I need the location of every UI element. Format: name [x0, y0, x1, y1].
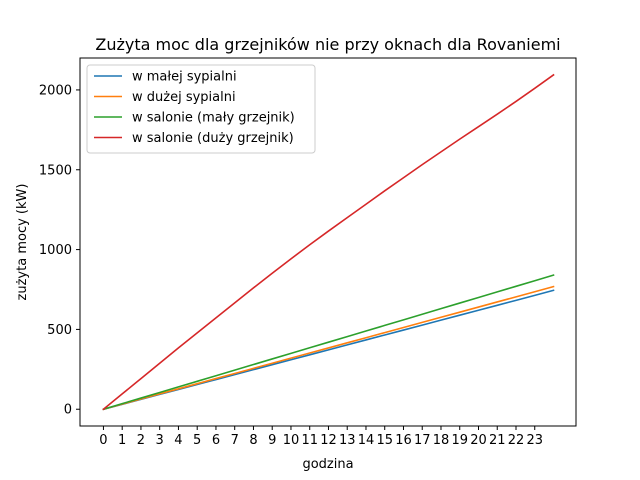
x-tick-label: 23	[526, 433, 543, 448]
series-line-3	[102, 274, 555, 411]
y-tick-label: 1500	[39, 163, 72, 178]
x-tick-label: 16	[395, 433, 412, 448]
y-tick-label: 500	[47, 323, 72, 338]
x-tick-label: 12	[320, 433, 337, 448]
x-tick-label: 18	[433, 433, 450, 448]
series-line-2	[102, 285, 555, 411]
x-tick-label: 2	[137, 433, 145, 448]
x-tick-label: 15	[376, 433, 393, 448]
y-tick-label: 1000	[39, 243, 72, 258]
legend-label: w małej sypialni	[132, 70, 237, 85]
legend-box	[86, 64, 316, 154]
x-tick-label: 9	[268, 433, 276, 448]
x-axis-label: godzina	[302, 457, 353, 472]
x-tick-label: 10	[283, 433, 300, 448]
x-tick-label: 6	[212, 433, 220, 448]
y-tick-label: 2000	[39, 83, 72, 98]
x-tick-label: 14	[358, 433, 375, 448]
x-tick-label: 4	[174, 433, 182, 448]
x-tick-label: 7	[231, 433, 239, 448]
chart-title: Zużyta moc dla grzejników nie przy oknac…	[95, 35, 560, 54]
series-layer	[102, 73, 555, 411]
x-tick-label: 22	[508, 433, 525, 448]
legend-label: w dużej sypialni	[132, 90, 236, 105]
x-tick-label: 21	[489, 433, 506, 448]
y-axis-label: zużyta mocy (kW)	[15, 184, 30, 301]
y-axis: 0 500 1000 1500 2000	[39, 83, 80, 418]
legend: w małej sypialni w dużej sypialni w saloni…	[86, 64, 316, 154]
legend-label: w salonie (mały grzejnik)	[132, 111, 295, 126]
x-tick-label: 19	[451, 433, 468, 448]
x-tick-label: 0	[99, 433, 107, 448]
x-tick-label: 11	[301, 433, 318, 448]
x-axis: 0 1 2 3 4 5 6 7 8 9 10 11 12 13 14 15 16 17 18 19 20 21 22 23	[99, 426, 543, 448]
x-tick-label: 20	[470, 433, 487, 448]
x-tick-label: 17	[414, 433, 431, 448]
x-tick-label: 1	[118, 433, 126, 448]
x-tick-label: 8	[249, 433, 257, 448]
y-tick-label: 0	[64, 403, 72, 418]
x-tick-label: 3	[156, 433, 164, 448]
series-line-4	[102, 73, 555, 411]
x-tick-label: 5	[193, 433, 201, 448]
x-tick-label: 13	[339, 433, 356, 448]
legend-label: w salonie (duży grzejnik)	[132, 131, 294, 146]
